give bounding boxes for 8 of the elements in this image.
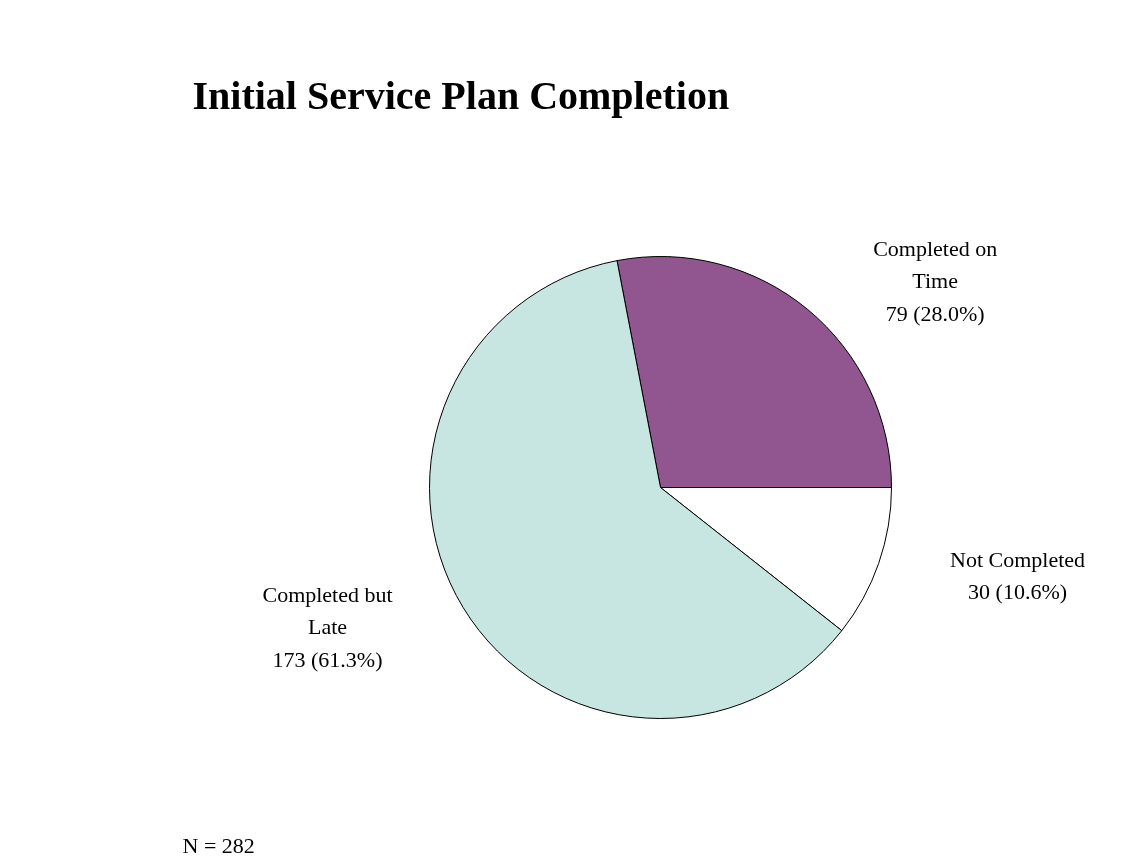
chart-title: Initial Service Plan Completion xyxy=(192,73,730,118)
text: N = 282 xyxy=(182,833,255,858)
data-label: 30 (10.6%) xyxy=(968,579,1068,605)
slice-label: Completed but Late xyxy=(262,581,393,640)
data-label: 79 (28.0%) xyxy=(885,300,985,326)
slice-label: Not Completed xyxy=(950,546,1086,572)
data-label: 173 (61.3%) xyxy=(272,646,383,672)
slice-label: Completed on Time xyxy=(873,235,998,294)
